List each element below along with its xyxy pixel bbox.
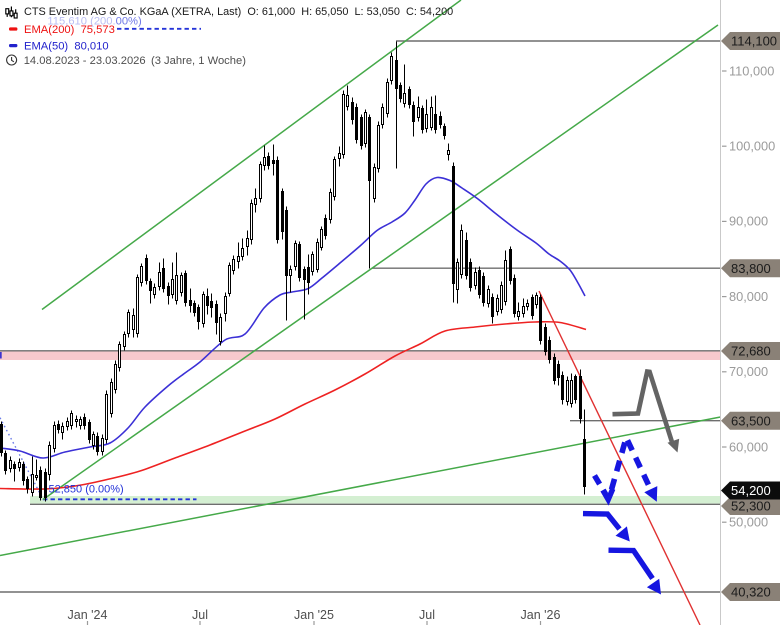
svg-text:40,320: 40,320 — [731, 585, 771, 600]
svg-text:100,000: 100,000 — [729, 139, 775, 154]
svg-text:83,800: 83,800 — [731, 261, 771, 276]
svg-text:72,680: 72,680 — [731, 344, 771, 359]
svg-text:90,000: 90,000 — [729, 214, 768, 229]
svg-text:63,500: 63,500 — [731, 413, 771, 428]
svg-text:115,610 (200.00%): 115,610 (200.00%) — [47, 16, 142, 28]
svg-text:Jan '26: Jan '26 — [521, 608, 561, 622]
svg-text:EMA(200) 75,573: EMA(200) 75,573 — [24, 24, 115, 36]
svg-text:Jan '25: Jan '25 — [294, 608, 334, 622]
svg-text:52,850 (0.00%): 52,850 (0.00%) — [49, 484, 124, 496]
svg-text:CTS Eventim AG & Co. KGaA (XET: CTS Eventim AG & Co. KGaA (XETRA, Last) … — [24, 6, 453, 18]
svg-text:52,300: 52,300 — [731, 499, 771, 514]
svg-text:Jul: Jul — [192, 608, 208, 622]
svg-text:114,100: 114,100 — [731, 34, 777, 49]
svg-text:70,000: 70,000 — [729, 364, 768, 379]
svg-text:(3 Jahre, 1 Woche): (3 Jahre, 1 Woche) — [151, 55, 246, 67]
svg-text:60,000: 60,000 — [729, 439, 768, 454]
svg-text:Jul: Jul — [419, 608, 435, 622]
svg-text:50,000: 50,000 — [729, 515, 768, 530]
svg-text:80,000: 80,000 — [729, 289, 768, 304]
svg-text:54,200: 54,200 — [731, 483, 771, 498]
svg-text:14.08.2023 - 23.03.2026: 14.08.2023 - 23.03.2026 — [24, 55, 146, 67]
svg-text:110,000: 110,000 — [729, 63, 774, 78]
svg-text:EMA(50) 80,010: EMA(50) 80,010 — [24, 41, 109, 53]
svg-text:Jan '24: Jan '24 — [68, 608, 108, 622]
